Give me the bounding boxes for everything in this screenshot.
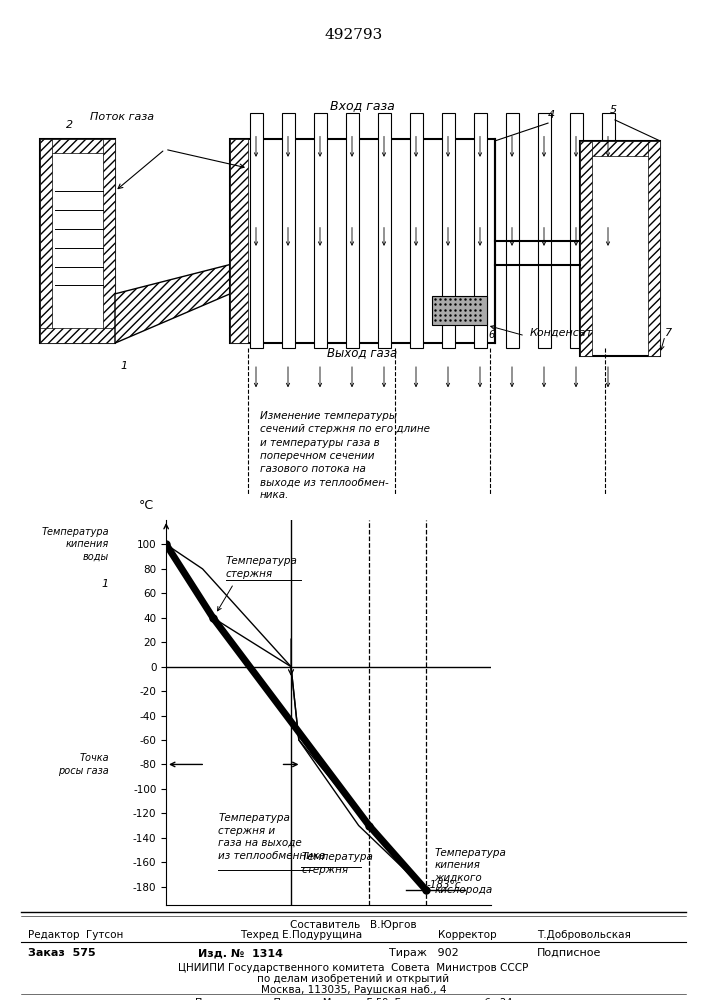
Bar [602, 113, 615, 348]
Bar [250, 113, 263, 348]
Text: Температура
кипения
жидкого
кислорода: Температура кипения жидкого кислорода [434, 848, 506, 895]
Text: Москва, 113035, Раушская наб., 4: Москва, 113035, Раушская наб., 4 [261, 985, 446, 995]
Bar [580, 141, 660, 356]
Y-axis label: °C: °C [139, 499, 154, 512]
Bar [230, 139, 248, 343]
Text: Предприятие «Патент», Москва, Г-59, Бережковская наб., 24: Предприятие «Патент», Москва, Г-59, Бере… [195, 998, 512, 1000]
Bar [378, 113, 391, 348]
Text: Корректор: Корректор [438, 930, 497, 940]
Text: Вход газа: Вход газа [329, 99, 395, 112]
Bar [432, 296, 487, 325]
Text: ЦНИИПИ Государственного комитета  Совета  Министров СССР: ЦНИИПИ Государственного комитета Совета … [178, 963, 529, 973]
Text: Температура
стержня и
газа на выходе
из теплообменника: Температура стержня и газа на выходе из … [218, 813, 326, 861]
Text: Составитель   В.Юргов: Составитель В.Юргов [290, 920, 417, 930]
Text: Температура
кипения
воды: Температура кипения воды [41, 527, 109, 562]
Bar [570, 113, 583, 348]
Text: Изд. №  1314: Изд. № 1314 [198, 948, 283, 958]
Text: Температура
стержня: Температура стержня [226, 556, 298, 579]
Text: 4: 4 [548, 110, 555, 120]
Text: Выход газа: Выход газа [327, 346, 397, 359]
Text: Конденсат: Конденсат [530, 328, 593, 338]
Text: Подписное: Подписное [537, 948, 602, 958]
Text: -183°с: -183°с [426, 880, 461, 890]
Text: Изменение температуры
сечений стержня по его длине
и температуры газа в
поперечн: Изменение температуры сечений стержня по… [260, 411, 430, 500]
Text: Техред Е.Подурущина: Техред Е.Подурущина [240, 930, 363, 940]
Bar [40, 139, 115, 153]
Text: 5: 5 [610, 105, 617, 115]
Bar [538, 113, 551, 348]
Text: 1: 1 [120, 361, 127, 371]
Bar [648, 141, 660, 356]
Text: 492793: 492793 [325, 28, 382, 42]
Text: Точка
росы газа: Точка росы газа [58, 753, 109, 776]
Bar [40, 139, 52, 343]
Text: Поток газа: Поток газа [90, 112, 154, 122]
Text: по делам изобретений и открытий: по делам изобретений и открытий [257, 974, 450, 984]
Bar [474, 113, 487, 348]
Bar [282, 113, 295, 348]
Bar [442, 113, 455, 348]
Text: Т.Добровольская: Т.Добровольская [537, 930, 631, 940]
Bar [506, 113, 519, 348]
Bar [580, 141, 592, 356]
Bar [346, 113, 359, 348]
Polygon shape [115, 265, 430, 343]
Text: 2: 2 [66, 120, 74, 130]
Text: Тираж   902: Тираж 902 [389, 948, 459, 958]
Text: 1: 1 [102, 579, 109, 589]
Text: Температура
стержня: Температура стержня [301, 852, 373, 875]
Text: Редактор  Гутсон: Редактор Гутсон [28, 930, 124, 940]
Bar [580, 141, 660, 156]
Bar [314, 113, 327, 348]
Bar [103, 139, 115, 343]
Text: 6: 6 [488, 330, 494, 340]
Bar [410, 113, 423, 348]
Bar [40, 328, 115, 343]
Text: Заказ  575: Заказ 575 [28, 948, 96, 958]
Bar [230, 139, 495, 343]
Bar [40, 139, 115, 343]
Text: 7: 7 [665, 328, 672, 338]
